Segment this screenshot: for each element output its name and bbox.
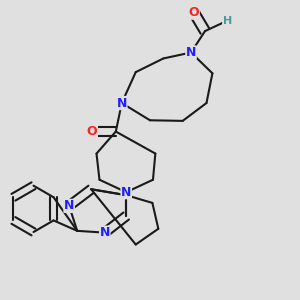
Text: N: N [100, 226, 110, 239]
Text: O: O [189, 6, 199, 19]
Text: N: N [186, 46, 196, 59]
Text: H: H [223, 16, 232, 26]
Text: N: N [117, 97, 127, 110]
Text: O: O [87, 125, 98, 138]
Text: N: N [121, 186, 131, 199]
Text: N: N [64, 200, 74, 212]
